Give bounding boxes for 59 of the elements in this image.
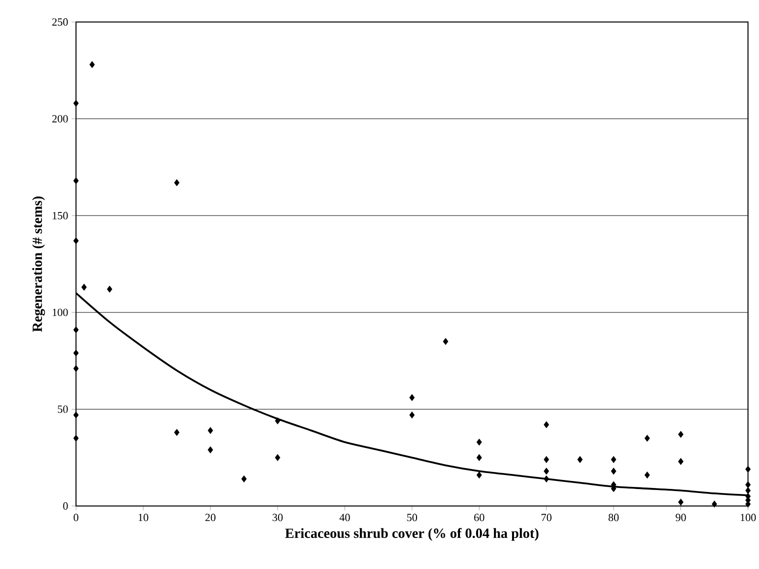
y-tick-label: 250	[52, 18, 68, 26]
point	[644, 472, 650, 479]
point	[409, 394, 415, 402]
point	[174, 179, 180, 186]
y-tick-label: 100	[52, 308, 68, 316]
point	[442, 338, 448, 345]
point	[73, 237, 79, 244]
point	[544, 456, 550, 464]
point	[81, 284, 87, 291]
point	[678, 498, 684, 506]
point	[577, 456, 583, 464]
point	[73, 350, 79, 357]
point	[745, 466, 751, 473]
point	[73, 365, 79, 372]
x-tick-label: 40	[340, 514, 350, 522]
x-tick-label: 0	[74, 514, 78, 522]
x-tick-label: 30	[272, 514, 283, 522]
x-tick-label: 10	[138, 514, 148, 522]
point	[174, 428, 180, 436]
point	[476, 472, 482, 479]
point	[73, 100, 79, 107]
point	[73, 326, 79, 334]
x-tick-label: 80	[608, 514, 619, 522]
point	[745, 481, 751, 488]
y-tick-label: 150	[52, 212, 68, 220]
point	[712, 500, 718, 508]
x-tick-label: 20	[205, 514, 216, 522]
y-axis-title: Regeneration (# stems)	[32, 196, 45, 332]
point	[106, 286, 112, 293]
x-tick-label: 50	[407, 514, 418, 522]
x-tick-label: 90	[676, 514, 686, 522]
point	[644, 434, 650, 442]
point	[476, 454, 482, 462]
point	[745, 487, 751, 494]
point	[208, 426, 214, 434]
point	[89, 61, 95, 68]
point	[73, 412, 79, 419]
point	[73, 177, 79, 184]
x-tick-label: 70	[542, 514, 552, 522]
point	[610, 456, 616, 464]
point	[678, 430, 684, 438]
point	[208, 446, 214, 454]
x-axis-title: Ericaceous shrub cover (% of 0.04 ha plot)	[285, 528, 538, 541]
point	[241, 475, 247, 482]
point	[476, 438, 482, 446]
point	[73, 434, 79, 442]
y-tick-label: 0	[63, 502, 68, 510]
x-tick-label: 100	[740, 514, 756, 522]
point	[274, 417, 280, 424]
point	[678, 458, 684, 465]
point	[274, 454, 280, 462]
point	[544, 468, 550, 475]
y-tick-label: 50	[58, 406, 68, 413]
point	[610, 468, 616, 475]
x-tick-label: 60	[474, 514, 484, 522]
y-tick-label: 200	[52, 115, 68, 122]
point	[544, 475, 550, 482]
point	[544, 421, 550, 428]
point	[409, 412, 415, 419]
